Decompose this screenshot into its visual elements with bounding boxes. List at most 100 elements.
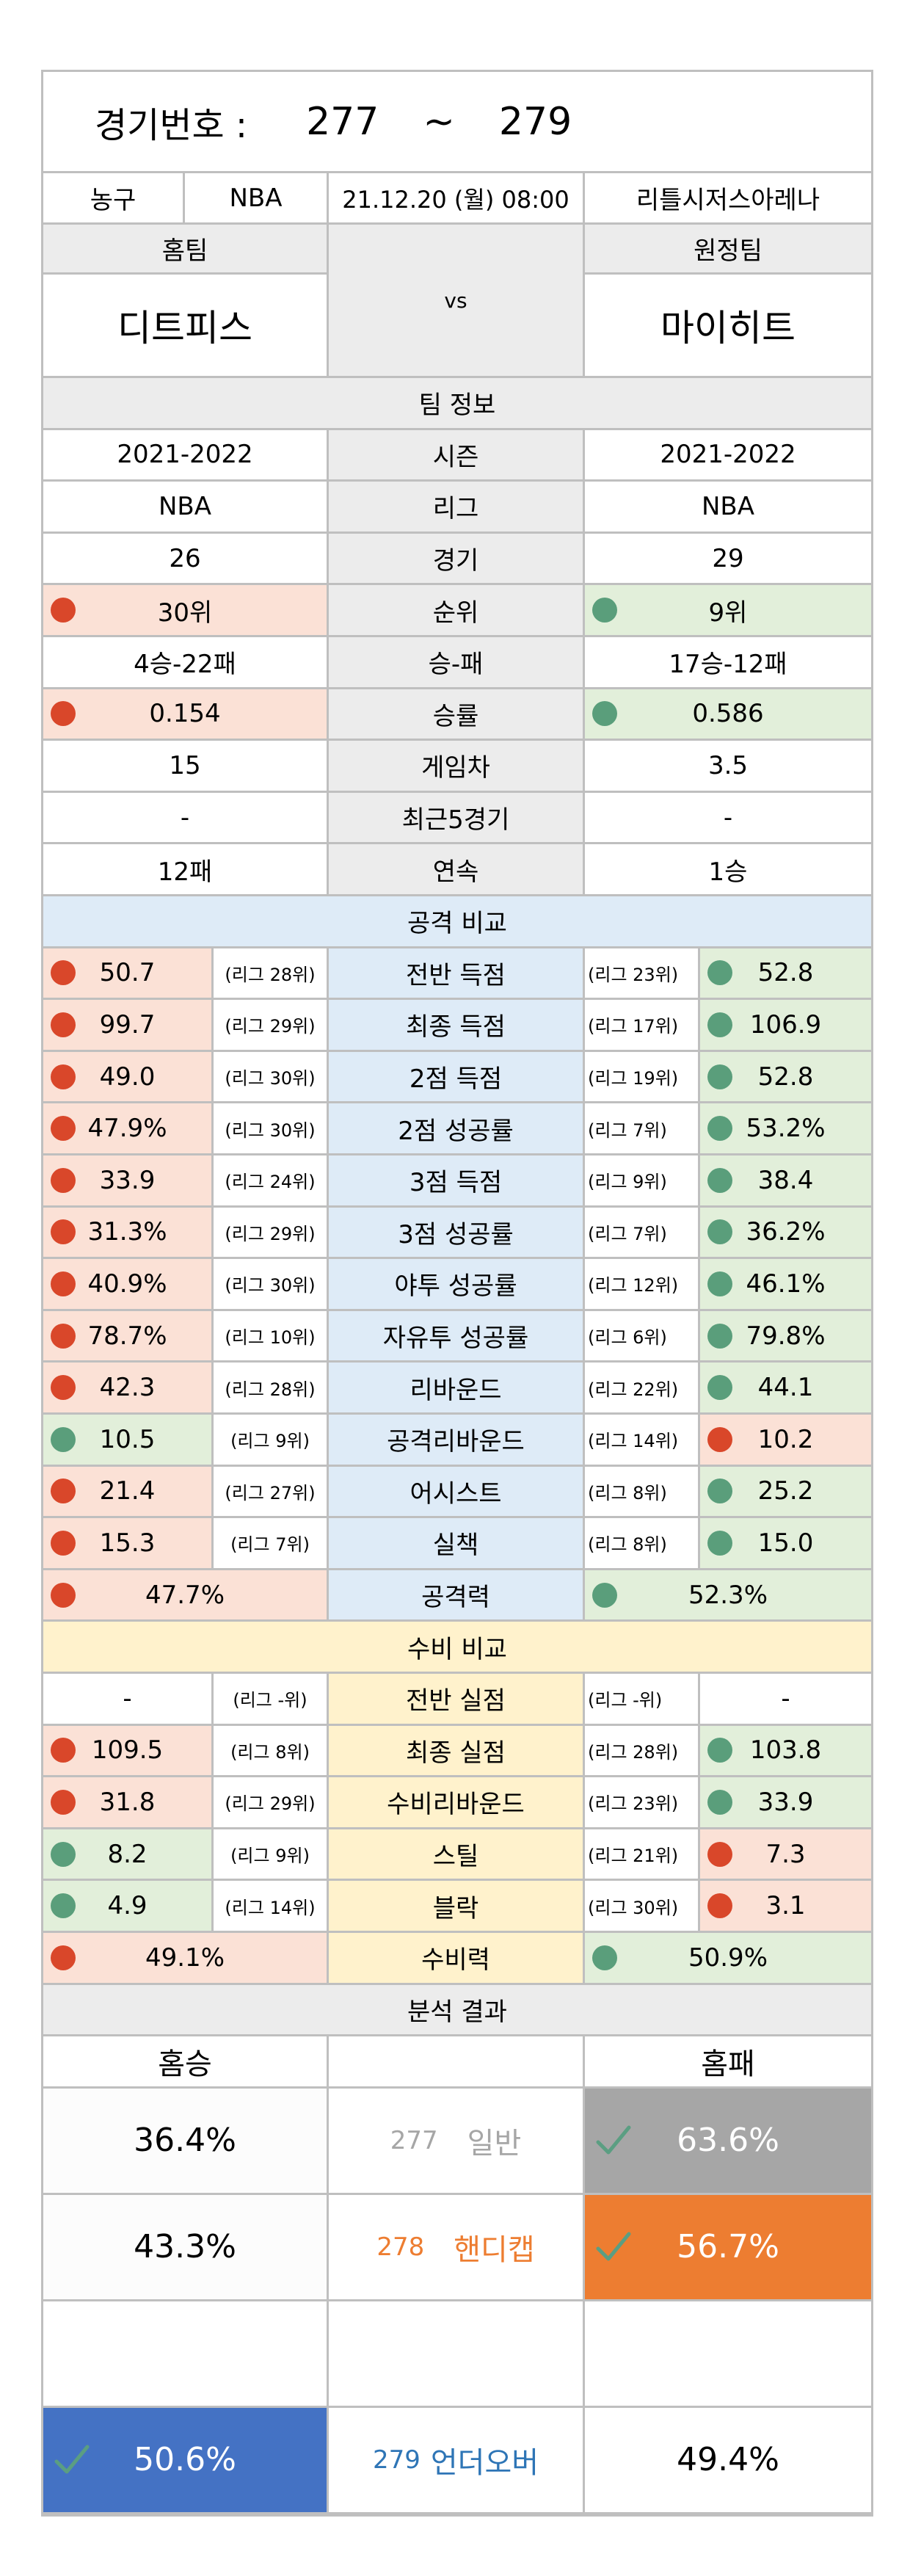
green-indicator-icon bbox=[707, 1271, 732, 1296]
home-value-text: 31.8 bbox=[99, 1787, 156, 1817]
away-value: 15.0 bbox=[700, 1518, 871, 1568]
home-win-probability bbox=[43, 2301, 329, 2406]
home-value-text: 47.9% bbox=[87, 1114, 167, 1144]
away-value-text: 36.2% bbox=[746, 1217, 826, 1247]
team-info-row: 12패 연속 1승 bbox=[43, 844, 871, 896]
home-value-text: 26 bbox=[169, 543, 201, 573]
stat-label: 2점 득점 bbox=[329, 1051, 585, 1102]
green-indicator-icon bbox=[592, 1582, 617, 1608]
stat-label: 전반 득점 bbox=[329, 948, 585, 998]
team-info: 팀 정보 bbox=[43, 378, 871, 430]
team-name-row: 디트피스 마이히트 bbox=[43, 275, 871, 378]
away-value: 36.2% bbox=[700, 1207, 871, 1258]
away-value: 7.3 bbox=[700, 1829, 871, 1879]
checkmark-icon bbox=[596, 2125, 631, 2155]
green-indicator-icon bbox=[707, 1012, 732, 1037]
away-league-rank: (리그 23위) bbox=[585, 948, 700, 998]
red-indicator-icon bbox=[51, 1479, 76, 1504]
comparison-row: 40.9% (리그 30위) 야투 성공률 (리그 12위) 46.1% bbox=[43, 1259, 871, 1311]
away-team-name: 마이히트 bbox=[660, 307, 796, 349]
stat-label: 게임차 bbox=[329, 741, 585, 791]
away-total: 52.3% bbox=[585, 1570, 871, 1620]
bet-type bbox=[329, 2301, 585, 2406]
stat-label: 블락 bbox=[329, 1881, 585, 1931]
away-league-rank: (리그 23위) bbox=[585, 1777, 700, 1827]
comparison-row: 47.9% (리그 30위) 2점 성공률 (리그 7위) 53.2% bbox=[43, 1103, 871, 1155]
team-label-row: 홈팀 원정팀 bbox=[43, 225, 871, 275]
away-value: 29 bbox=[585, 534, 871, 584]
home-value-text: 21.4 bbox=[99, 1476, 156, 1506]
home-value-text: - bbox=[180, 802, 190, 832]
home-loss-probability: 56.7% bbox=[585, 2194, 871, 2299]
home-value: 15.3 bbox=[43, 1518, 214, 1568]
home-win-probability: 36.4% bbox=[43, 2088, 329, 2193]
green-indicator-icon bbox=[707, 1116, 732, 1142]
analysis-row: 36.4% 277 일반 63.6% bbox=[43, 2088, 871, 2195]
stat-label: 리바운드 bbox=[329, 1363, 585, 1412]
away-league-rank: (리그 28위) bbox=[585, 1725, 700, 1776]
away-value-text: 7.3 bbox=[765, 1839, 806, 1869]
home-league-rank: (리그 27위) bbox=[214, 1466, 329, 1517]
away-league-rank: (리그 21위) bbox=[585, 1829, 700, 1879]
away-value: 25.2 bbox=[700, 1466, 871, 1517]
away-league-rank: (리그 -위) bbox=[585, 1674, 700, 1724]
home-league-rank: (리그 29위) bbox=[214, 1777, 329, 1827]
away-value-text: 3.5 bbox=[707, 750, 749, 780]
game-number-tilde: ~ bbox=[423, 99, 455, 144]
stat-label: 전반 실점 bbox=[329, 1674, 585, 1724]
team-info-row: 26 경기 29 bbox=[43, 533, 871, 586]
away-league-rank: (리그 22위) bbox=[585, 1363, 700, 1412]
league: NBA bbox=[185, 173, 329, 222]
away-league-rank: (리그 9위) bbox=[585, 1155, 700, 1205]
team-info-row: 4승-22패 승-패 17승-12패 bbox=[43, 637, 871, 689]
away-league-rank: (리그 7위) bbox=[585, 1103, 700, 1153]
home-league-rank: (리그 7위) bbox=[214, 1518, 329, 1568]
home-league-rank: (리그 28위) bbox=[214, 948, 329, 998]
stat-label: 순위 bbox=[329, 585, 585, 635]
home-total-text: 47.7% bbox=[145, 1580, 225, 1610]
home-loss-value: 56.7% bbox=[677, 2228, 779, 2266]
home-value: 30위 bbox=[43, 585, 329, 635]
stat-label: 실책 bbox=[329, 1518, 585, 1568]
away-value-text: - bbox=[781, 1683, 790, 1713]
home-win-value: 43.3% bbox=[134, 2228, 236, 2266]
stat-label: 2점 성공률 bbox=[329, 1103, 585, 1153]
home-value: 15 bbox=[43, 741, 329, 791]
red-indicator-icon bbox=[51, 598, 76, 623]
comparison-row: 49.0 (리그 30위) 2점 득점 (리그 19위) 52.8 bbox=[43, 1051, 871, 1104]
stat-label: 경기 bbox=[329, 533, 585, 584]
away-value: 33.9 bbox=[700, 1777, 871, 1827]
green-indicator-icon bbox=[707, 1167, 732, 1193]
away-value: 1승 bbox=[585, 844, 871, 894]
away-league-rank: (리그 6위) bbox=[585, 1310, 700, 1361]
stat-label: 자유투 성공률 bbox=[329, 1310, 585, 1361]
match-datetime: 21.12.20 (월) 08:00 bbox=[329, 173, 585, 222]
home-team-label: 홈팀 bbox=[43, 225, 329, 275]
red-indicator-icon bbox=[51, 1064, 76, 1089]
home-value: 49.0 bbox=[43, 1051, 214, 1102]
home-value-text: 15 bbox=[169, 750, 201, 780]
analysis-result-title: 분석 결과 bbox=[43, 1984, 871, 2035]
comparison-row: 21.4 (리그 27위) 어시스트 (리그 8위) 25.2 bbox=[43, 1466, 871, 1519]
home-value: 42.3 bbox=[43, 1363, 214, 1412]
red-indicator-icon bbox=[51, 1219, 76, 1245]
venue: 리틀시저스아레나 bbox=[636, 186, 820, 215]
bet-type-label: 핸디캡 bbox=[454, 2232, 535, 2267]
green-indicator-icon bbox=[51, 1426, 76, 1452]
green-indicator-icon bbox=[51, 1841, 76, 1867]
away-value: 2021-2022 bbox=[585, 430, 871, 480]
stat-label: 연속 bbox=[329, 844, 585, 894]
home-value: 78.7% bbox=[43, 1310, 214, 1361]
comparison-row: 8.2 (리그 9위) 스틸 (리그 21위) 7.3 bbox=[43, 1829, 871, 1882]
away-value: - bbox=[585, 793, 871, 843]
green-indicator-icon bbox=[707, 1738, 732, 1763]
home-total: 49.1% bbox=[43, 1933, 329, 1983]
green-indicator-icon bbox=[707, 1323, 732, 1349]
red-indicator-icon bbox=[707, 1893, 732, 1919]
home-value: 31.8 bbox=[43, 1777, 214, 1827]
home-value-text: NBA bbox=[158, 491, 212, 521]
stat-label: 승-패 bbox=[329, 637, 585, 687]
match-info-row: 농구 NBA 21.12.20 (월) 08:00 리틀시저스아레나 bbox=[43, 173, 871, 225]
stat-label: 스틸 bbox=[329, 1829, 585, 1879]
game-number-header: 경기번호 : 277 ~ 279 bbox=[43, 72, 871, 173]
